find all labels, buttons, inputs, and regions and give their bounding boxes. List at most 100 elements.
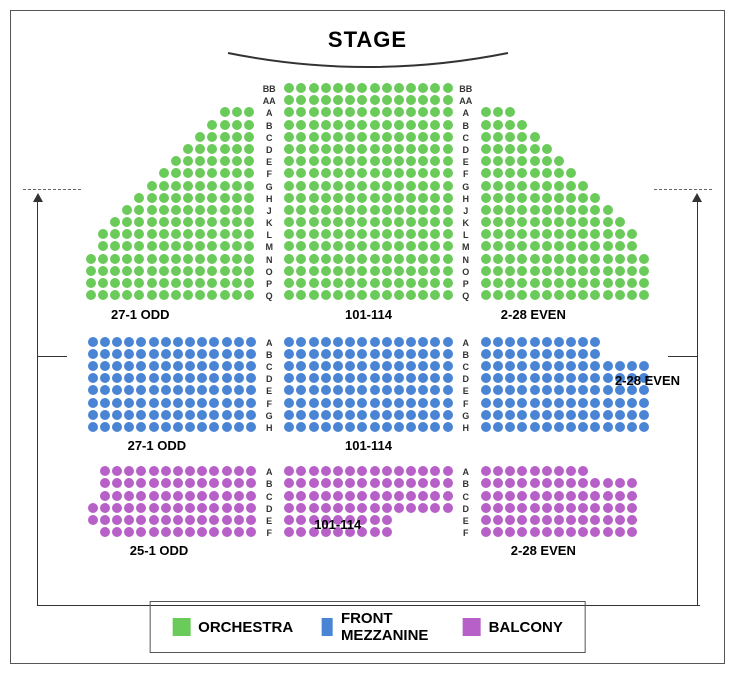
seat[interactable] <box>590 193 600 203</box>
seat[interactable] <box>161 373 171 383</box>
seat[interactable] <box>209 422 219 432</box>
seat[interactable] <box>220 107 230 117</box>
seat[interactable] <box>530 361 540 371</box>
seat[interactable] <box>161 527 171 537</box>
seat[interactable] <box>207 241 217 251</box>
seat[interactable] <box>345 229 355 239</box>
seat[interactable] <box>542 156 552 166</box>
seat[interactable] <box>590 503 600 513</box>
seat[interactable] <box>578 515 588 525</box>
seat[interactable] <box>110 254 120 264</box>
seat[interactable] <box>517 361 527 371</box>
seat[interactable] <box>136 527 146 537</box>
seat[interactable] <box>603 217 613 227</box>
seat[interactable] <box>481 107 491 117</box>
seat[interactable] <box>505 205 515 215</box>
seat[interactable] <box>333 410 343 420</box>
seat[interactable] <box>195 181 205 191</box>
seat[interactable] <box>542 410 552 420</box>
seat[interactable] <box>234 491 244 501</box>
seat[interactable] <box>207 229 217 239</box>
seat[interactable] <box>159 229 169 239</box>
seat[interactable] <box>149 361 159 371</box>
seat[interactable] <box>443 491 453 501</box>
seat[interactable] <box>530 410 540 420</box>
seat[interactable] <box>171 217 181 227</box>
seat[interactable] <box>345 120 355 130</box>
seat[interactable] <box>382 478 392 488</box>
seat[interactable] <box>370 410 380 420</box>
seat[interactable] <box>357 385 367 395</box>
seat[interactable] <box>345 107 355 117</box>
seat[interactable] <box>296 290 306 300</box>
seat[interactable] <box>195 217 205 227</box>
seat[interactable] <box>382 254 392 264</box>
seat[interactable] <box>309 95 319 105</box>
seat[interactable] <box>430 410 440 420</box>
seat[interactable] <box>100 337 110 347</box>
seat[interactable] <box>418 144 428 154</box>
seat[interactable] <box>232 278 242 288</box>
seat[interactable] <box>207 181 217 191</box>
seat[interactable] <box>566 527 576 537</box>
seat[interactable] <box>590 337 600 347</box>
seat[interactable] <box>244 181 254 191</box>
seat[interactable] <box>136 478 146 488</box>
seat[interactable] <box>554 515 564 525</box>
seat[interactable] <box>232 266 242 276</box>
seat[interactable] <box>418 83 428 93</box>
seat[interactable] <box>443 241 453 251</box>
seat[interactable] <box>370 144 380 154</box>
seat[interactable] <box>627 229 637 239</box>
seat[interactable] <box>530 527 540 537</box>
seat[interactable] <box>370 491 380 501</box>
seat[interactable] <box>112 349 122 359</box>
seat[interactable] <box>234 385 244 395</box>
seat[interactable] <box>309 241 319 251</box>
seat[interactable] <box>207 266 217 276</box>
seat[interactable] <box>530 491 540 501</box>
seat[interactable] <box>333 120 343 130</box>
seat[interactable] <box>171 181 181 191</box>
seat[interactable] <box>394 168 404 178</box>
seat[interactable] <box>284 422 294 432</box>
seat[interactable] <box>134 193 144 203</box>
seat[interactable] <box>357 181 367 191</box>
seat[interactable] <box>566 278 576 288</box>
seat[interactable] <box>220 241 230 251</box>
seat[interactable] <box>207 193 217 203</box>
seat[interactable] <box>590 527 600 537</box>
seat[interactable] <box>418 266 428 276</box>
seat[interactable] <box>222 349 232 359</box>
seat[interactable] <box>481 515 491 525</box>
seat[interactable] <box>171 205 181 215</box>
seat[interactable] <box>159 181 169 191</box>
seat[interactable] <box>232 168 242 178</box>
seat[interactable] <box>112 478 122 488</box>
seat[interactable] <box>296 83 306 93</box>
seat[interactable] <box>505 398 515 408</box>
seat[interactable] <box>554 527 564 537</box>
seat[interactable] <box>406 410 416 420</box>
seat[interactable] <box>430 205 440 215</box>
seat[interactable] <box>110 278 120 288</box>
seat[interactable] <box>443 193 453 203</box>
seat[interactable] <box>517 410 527 420</box>
seat[interactable] <box>578 491 588 501</box>
seat[interactable] <box>603 278 613 288</box>
seat[interactable] <box>443 83 453 93</box>
seat[interactable] <box>321 398 331 408</box>
seat[interactable] <box>345 278 355 288</box>
seat[interactable] <box>418 491 428 501</box>
seat[interactable] <box>639 278 649 288</box>
seat[interactable] <box>309 422 319 432</box>
seat[interactable] <box>183 241 193 251</box>
seat[interactable] <box>627 266 637 276</box>
seat[interactable] <box>530 385 540 395</box>
seat[interactable] <box>183 217 193 227</box>
seat[interactable] <box>406 478 416 488</box>
seat[interactable] <box>566 193 576 203</box>
seat[interactable] <box>627 410 637 420</box>
seat[interactable] <box>124 503 134 513</box>
seat[interactable] <box>615 361 625 371</box>
